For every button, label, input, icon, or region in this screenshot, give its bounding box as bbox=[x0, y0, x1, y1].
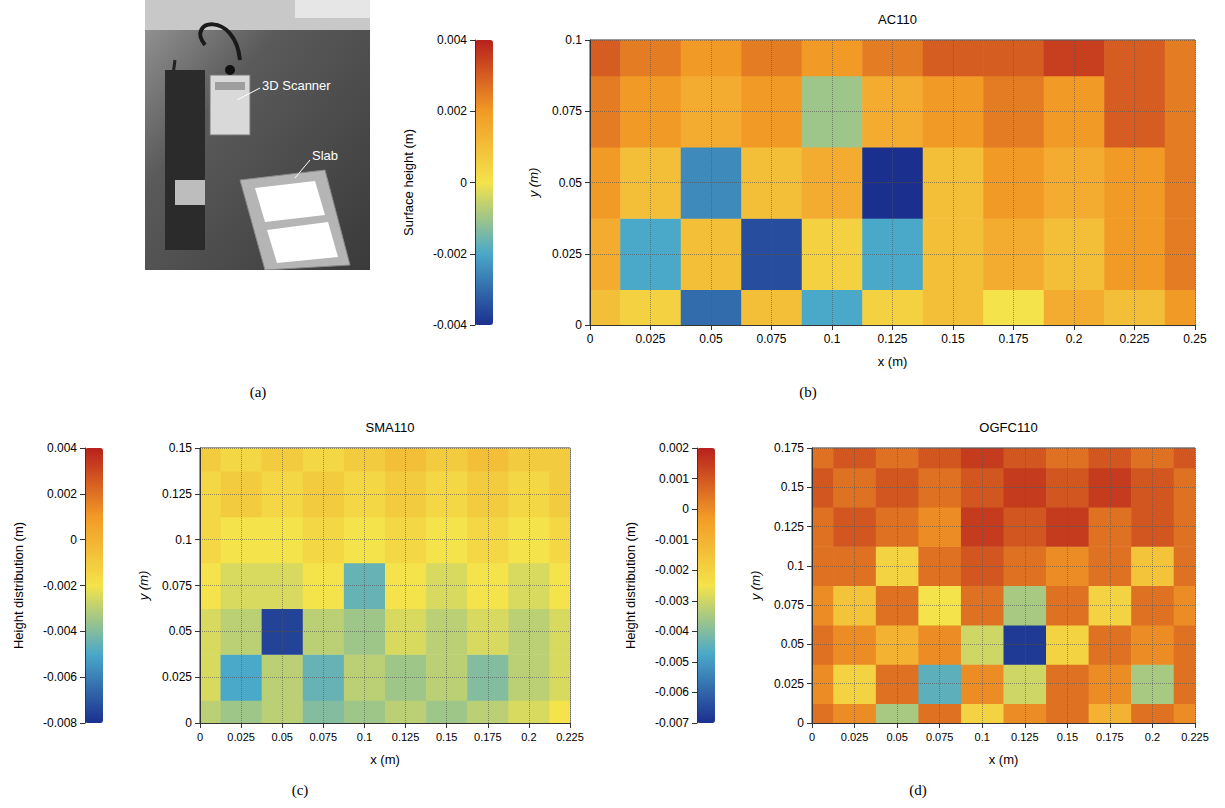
svg-text:0.175: 0.175 bbox=[774, 441, 804, 455]
svg-text:Height distribution (m): Height distribution (m) bbox=[623, 522, 638, 649]
svg-text:0: 0 bbox=[682, 502, 689, 516]
svg-text:-0.002: -0.002 bbox=[433, 247, 467, 261]
svg-text:SMA110: SMA110 bbox=[366, 420, 415, 435]
svg-text:0.175: 0.175 bbox=[1096, 731, 1124, 743]
svg-text:0.125: 0.125 bbox=[774, 520, 804, 534]
svg-text:0.025: 0.025 bbox=[227, 731, 255, 743]
svg-text:0.002: 0.002 bbox=[437, 104, 467, 118]
svg-text:0: 0 bbox=[797, 716, 804, 730]
html-text:(c): (c) bbox=[291, 782, 309, 798]
svg-text:0.004: 0.004 bbox=[47, 441, 77, 455]
svg-text:0.225: 0.225 bbox=[556, 731, 584, 743]
svg-text:0.15: 0.15 bbox=[436, 731, 457, 743]
svg-text:x (m): x (m) bbox=[878, 354, 908, 369]
svg-text:-0.004: -0.004 bbox=[433, 318, 467, 332]
svg-text:0.125: 0.125 bbox=[877, 332, 907, 346]
svg-text:-0.006: -0.006 bbox=[43, 670, 77, 684]
html-text:(a): (a) bbox=[249, 384, 267, 400]
svg-text:0.002: 0.002 bbox=[47, 487, 77, 501]
svg-text:0.075: 0.075 bbox=[162, 579, 192, 593]
svg-text:0: 0 bbox=[185, 716, 192, 730]
svg-text:-0.005: -0.005 bbox=[655, 655, 689, 669]
svg-text:0: 0 bbox=[460, 176, 467, 190]
svg-text:0: 0 bbox=[587, 332, 594, 346]
svg-text:0.025: 0.025 bbox=[841, 731, 869, 743]
svg-text:0.05: 0.05 bbox=[559, 176, 583, 190]
html-text:(d): (d) bbox=[909, 782, 927, 798]
svg-text:0.075: 0.075 bbox=[310, 731, 338, 743]
svg-text:3D Scanner: 3D Scanner bbox=[262, 78, 331, 93]
svg-text:-0.007: -0.007 bbox=[655, 716, 689, 730]
svg-text:0.05: 0.05 bbox=[781, 637, 805, 651]
svg-text:0.175: 0.175 bbox=[998, 332, 1028, 346]
svg-text:0.025: 0.025 bbox=[552, 247, 582, 261]
svg-text:0.1: 0.1 bbox=[357, 731, 372, 743]
svg-text:0.075: 0.075 bbox=[774, 598, 804, 612]
svg-text:0.25: 0.25 bbox=[1183, 332, 1207, 346]
svg-text:-0.002: -0.002 bbox=[655, 563, 689, 577]
svg-text:-0.001: -0.001 bbox=[655, 533, 689, 547]
svg-text:0.15: 0.15 bbox=[169, 441, 193, 455]
svg-text:0.1: 0.1 bbox=[824, 332, 841, 346]
svg-text:0.125: 0.125 bbox=[162, 487, 192, 501]
svg-text:0.1: 0.1 bbox=[787, 559, 804, 573]
svg-text:OGFC110: OGFC110 bbox=[979, 420, 1037, 435]
svg-text:y (m): y (m) bbox=[748, 571, 763, 602]
svg-text:Surface height (m): Surface height (m) bbox=[401, 129, 416, 236]
svg-text:0.125: 0.125 bbox=[1011, 731, 1039, 743]
svg-text:0.075: 0.075 bbox=[756, 332, 786, 346]
svg-text:0: 0 bbox=[197, 731, 203, 743]
svg-text:0: 0 bbox=[70, 533, 77, 547]
svg-text:0.075: 0.075 bbox=[552, 104, 582, 118]
svg-text:Height distribution (m): Height distribution (m) bbox=[11, 522, 26, 649]
svg-text:0.125: 0.125 bbox=[392, 731, 420, 743]
svg-text:x (m): x (m) bbox=[989, 752, 1019, 767]
svg-text:0.05: 0.05 bbox=[699, 332, 723, 346]
svg-text:-0.003: -0.003 bbox=[655, 594, 689, 608]
svg-text:0.025: 0.025 bbox=[162, 670, 192, 684]
svg-text:0.1: 0.1 bbox=[175, 533, 192, 547]
svg-text:0.1: 0.1 bbox=[975, 731, 990, 743]
html-text:(b): (b) bbox=[799, 384, 817, 400]
svg-text:0.2: 0.2 bbox=[1066, 332, 1083, 346]
svg-text:-0.004: -0.004 bbox=[43, 624, 77, 638]
svg-text:0.075: 0.075 bbox=[926, 731, 954, 743]
svg-text:0.004: 0.004 bbox=[437, 33, 467, 47]
svg-text:0.15: 0.15 bbox=[941, 332, 965, 346]
svg-text:0.025: 0.025 bbox=[774, 677, 804, 691]
svg-text:Slab: Slab bbox=[312, 148, 338, 163]
svg-text:0.05: 0.05 bbox=[272, 731, 293, 743]
svg-text:x (m): x (m) bbox=[370, 752, 400, 767]
svg-text:-0.006: -0.006 bbox=[655, 685, 689, 699]
svg-text:y (m): y (m) bbox=[526, 168, 541, 199]
svg-text:0.001: 0.001 bbox=[659, 472, 689, 486]
svg-text:-0.002: -0.002 bbox=[43, 579, 77, 593]
svg-text:AC110: AC110 bbox=[878, 12, 917, 27]
svg-text:0.002: 0.002 bbox=[659, 441, 689, 455]
svg-text:0.025: 0.025 bbox=[635, 332, 665, 346]
svg-text:0.2: 0.2 bbox=[1145, 731, 1160, 743]
svg-text:0.225: 0.225 bbox=[1181, 731, 1209, 743]
svg-text:0.225: 0.225 bbox=[1119, 332, 1149, 346]
svg-text:-0.008: -0.008 bbox=[43, 716, 77, 730]
svg-text:0.05: 0.05 bbox=[886, 731, 907, 743]
svg-text:0.175: 0.175 bbox=[474, 731, 502, 743]
svg-text:0.05: 0.05 bbox=[169, 624, 193, 638]
svg-text:0.2: 0.2 bbox=[521, 731, 536, 743]
svg-text:y (m): y (m) bbox=[136, 571, 151, 602]
svg-text:0.1: 0.1 bbox=[565, 33, 582, 47]
svg-text:0: 0 bbox=[809, 731, 815, 743]
svg-text:0.15: 0.15 bbox=[1057, 731, 1078, 743]
svg-text:-0.004: -0.004 bbox=[655, 624, 689, 638]
svg-text:0: 0 bbox=[575, 318, 582, 332]
svg-text:0.15: 0.15 bbox=[781, 480, 805, 494]
